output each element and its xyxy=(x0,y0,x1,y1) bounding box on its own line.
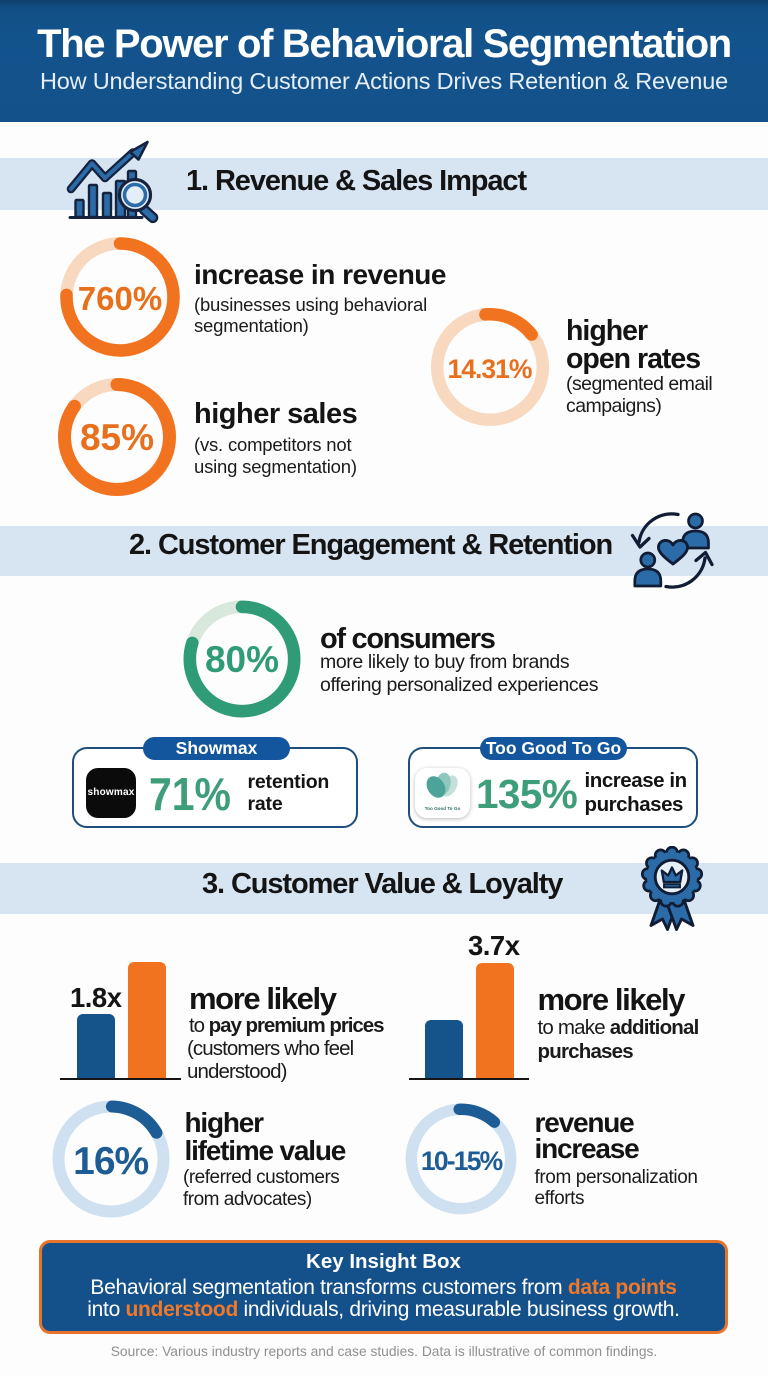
svg-text:Too Good To Go: Too Good To Go xyxy=(425,806,461,811)
